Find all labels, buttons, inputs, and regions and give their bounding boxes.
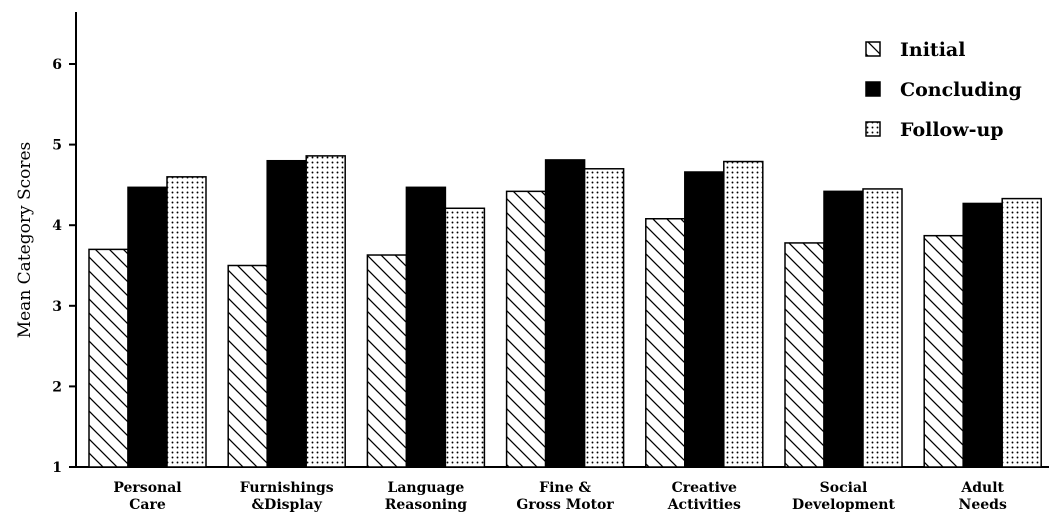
x-category-label: Furnishings &Display <box>240 480 334 513</box>
bar-follow-up <box>1001 197 1042 468</box>
bar-follow-up <box>583 168 625 468</box>
y-axis-title: Mean Category Scores <box>15 142 35 339</box>
bar-concluding <box>544 159 586 468</box>
bar-follow-up <box>862 188 903 468</box>
bar-concluding <box>127 186 168 468</box>
bar-initial <box>366 254 408 468</box>
legend-initial-swatch <box>865 41 881 57</box>
legend-follow-up-label: Follow-up <box>900 119 1004 141</box>
bar-concluding <box>823 190 864 468</box>
y-tick-label: 3 <box>52 299 62 315</box>
y-tick-label: 6 <box>52 57 62 73</box>
y-tick-label: 1 <box>52 460 62 476</box>
bar-initial <box>88 248 129 468</box>
legend-initial-label: Initial <box>900 39 965 61</box>
bar-follow-up <box>723 160 764 468</box>
bar-concluding <box>266 159 307 468</box>
bar-initial <box>227 264 268 468</box>
bar-concluding <box>684 171 725 468</box>
y-tick-label: 5 <box>52 138 62 154</box>
bar-concluding <box>962 202 1003 468</box>
bar-initial <box>923 234 964 468</box>
category-labels: Personal Care Furnishings &Display Language R… <box>113 480 1007 513</box>
bar-initial <box>505 190 547 468</box>
x-category-label: Language Reasoning <box>385 480 468 513</box>
y-tick-label: 4 <box>52 218 62 234</box>
x-category-label: Personal Care <box>113 480 181 513</box>
bar-follow-up <box>166 176 207 468</box>
y-ticks: 1 2 3 4 5 6 <box>52 57 76 476</box>
x-category-label: Creative Activities <box>667 480 741 513</box>
bar-follow-up <box>444 207 486 468</box>
x-category-label: Social Development <box>792 480 895 513</box>
bar-series <box>88 155 1042 468</box>
bar-follow-up <box>305 155 346 468</box>
bar-initial <box>645 218 686 468</box>
x-category-label: Adult Needs <box>959 480 1007 513</box>
legend: Initial Concluding Follow-up <box>865 39 1022 141</box>
bar-initial <box>784 242 825 468</box>
legend-concluding-swatch <box>865 81 881 97</box>
legend-concluding-label: Concluding <box>900 79 1022 101</box>
bar-concluding <box>405 186 447 468</box>
legend-follow-up-swatch <box>865 121 881 137</box>
x-category-label: Fine & Gross Motor <box>516 480 614 513</box>
y-tick-label: 2 <box>52 379 62 395</box>
